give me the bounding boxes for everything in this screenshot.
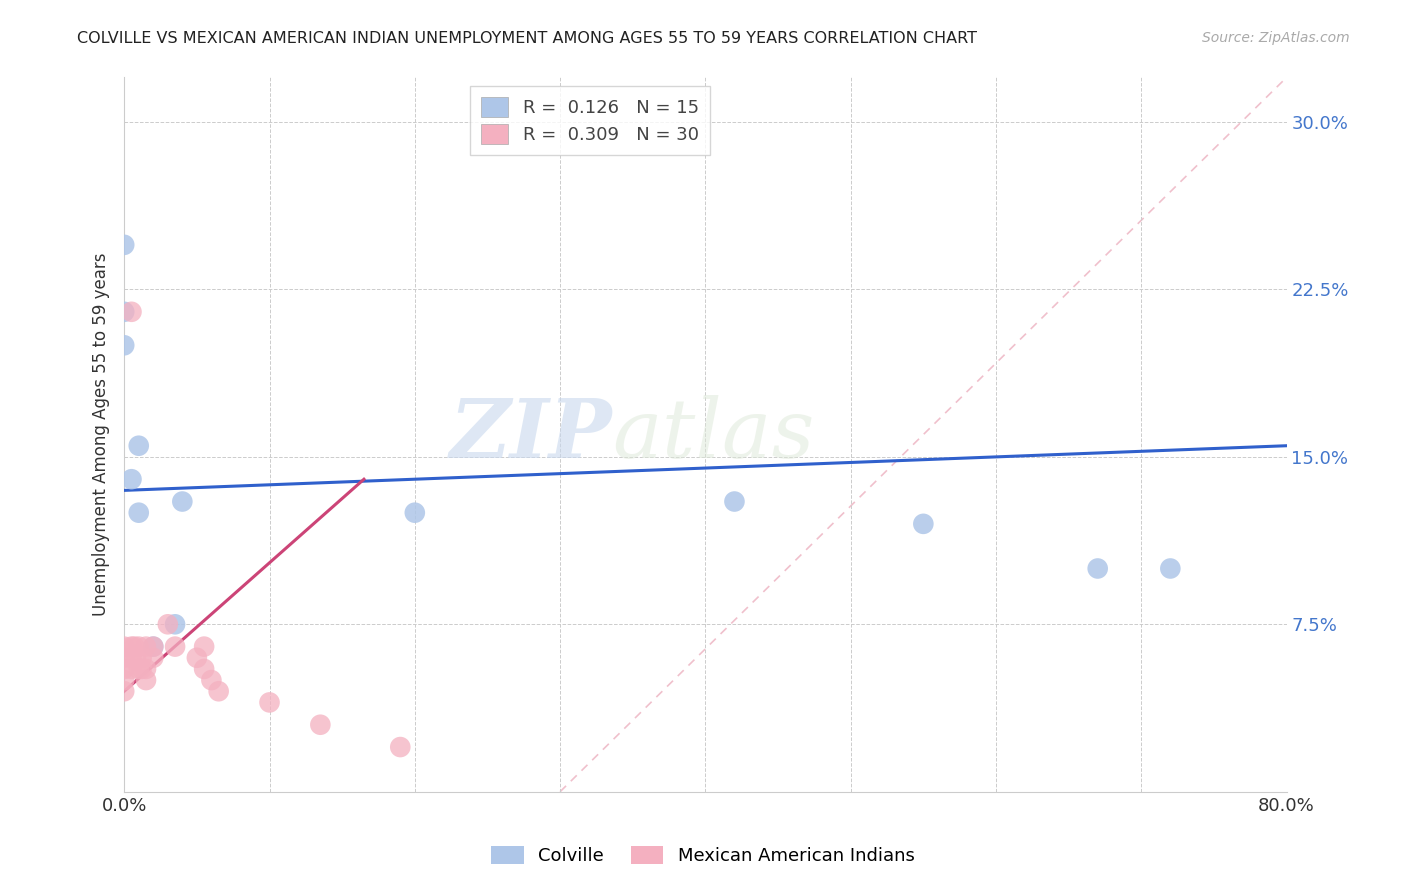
Point	[125, 650, 148, 665]
Y-axis label: Unemployment Among Ages 55 to 59 years: Unemployment Among Ages 55 to 59 years	[93, 252, 110, 616]
Point	[131, 662, 153, 676]
Point	[165, 617, 187, 632]
Point	[208, 684, 231, 698]
Point	[1159, 561, 1181, 575]
Point	[142, 640, 165, 654]
Point	[121, 640, 143, 654]
Point	[128, 439, 150, 453]
Point	[404, 506, 426, 520]
Point	[1305, 126, 1327, 140]
Legend: R =  0.126   N = 15, R =  0.309   N = 30: R = 0.126 N = 15, R = 0.309 N = 30	[471, 87, 710, 155]
Point	[112, 673, 135, 687]
Point	[112, 237, 135, 252]
Point	[128, 640, 150, 654]
Point	[112, 640, 135, 654]
Legend: Colville, Mexican American Indians: Colville, Mexican American Indians	[482, 837, 924, 874]
Point	[112, 662, 135, 676]
Text: ZIP: ZIP	[450, 394, 613, 475]
Point	[112, 305, 135, 319]
Text: COLVILLE VS MEXICAN AMERICAN INDIAN UNEMPLOYMENT AMONG AGES 55 TO 59 YEARS CORRE: COLVILLE VS MEXICAN AMERICAN INDIAN UNEM…	[77, 31, 977, 46]
Point	[165, 640, 187, 654]
Point	[128, 662, 150, 676]
Point	[121, 305, 143, 319]
Point	[124, 640, 146, 654]
Point	[131, 650, 153, 665]
Point	[172, 494, 194, 508]
Point	[200, 673, 222, 687]
Point	[121, 472, 143, 486]
Point	[128, 506, 150, 520]
Point	[259, 695, 281, 709]
Point	[135, 662, 157, 676]
Point	[1087, 561, 1109, 575]
Point	[112, 650, 135, 665]
Point	[723, 494, 745, 508]
Text: Source: ZipAtlas.com: Source: ZipAtlas.com	[1202, 31, 1350, 45]
Point	[142, 650, 165, 665]
Point	[142, 640, 165, 654]
Point	[121, 650, 143, 665]
Text: atlas: atlas	[613, 394, 815, 475]
Point	[135, 673, 157, 687]
Point	[912, 516, 935, 531]
Point	[112, 684, 135, 698]
Point	[112, 338, 135, 352]
Point	[135, 640, 157, 654]
Point	[156, 617, 179, 632]
Point	[309, 717, 332, 731]
Point	[121, 662, 143, 676]
Point	[389, 740, 412, 755]
Point	[193, 640, 215, 654]
Point	[193, 662, 215, 676]
Point	[186, 650, 208, 665]
